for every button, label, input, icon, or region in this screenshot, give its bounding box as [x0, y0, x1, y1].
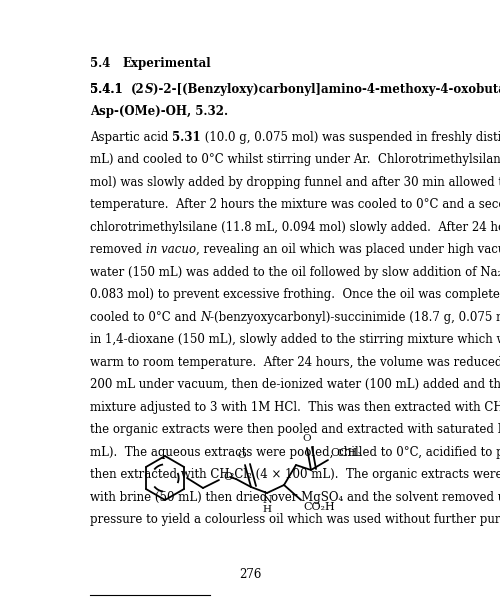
Text: mL) and cooled to 0°C whilst stirring under Ar.  Chlorotrimethylsilane (11.8 mL,: mL) and cooled to 0°C whilst stirring un…	[90, 153, 500, 166]
Text: cooled to 0°C and: cooled to 0°C and	[90, 311, 200, 324]
Text: removed: removed	[90, 243, 146, 256]
Text: O: O	[223, 472, 232, 482]
Text: mL).  The aqueous extracts were pooled, chilled to 0°C, acidified to pH 3 with 1: mL). The aqueous extracts were pooled, c…	[90, 446, 500, 459]
Text: temperature.  After 2 hours the mixture was cooled to 0°C and a second aliquot o: temperature. After 2 hours the mixture w…	[90, 199, 500, 211]
Text: 5.4.1: 5.4.1	[90, 83, 122, 96]
Text: N: N	[200, 311, 210, 324]
Text: pressure to yield a colourless oil which was used without further purification.: pressure to yield a colourless oil which…	[90, 513, 500, 526]
Text: the organic extracts were then pooled and extracted with saturated NaHCO₃ (3 × 1: the organic extracts were then pooled an…	[90, 423, 500, 436]
Text: -(benzyoxycarbonyl)-succinimide (18.7 g, 0.075 mol), pre-dissolved: -(benzyoxycarbonyl)-succinimide (18.7 g,…	[210, 311, 500, 324]
Text: 5.31: 5.31	[172, 131, 201, 144]
Text: in 1,4-dioxane (150 mL), slowly added to the stirring mixture which was then all: in 1,4-dioxane (150 mL), slowly added to…	[90, 333, 500, 346]
Text: 5.4: 5.4	[90, 57, 110, 70]
Text: H: H	[262, 505, 272, 514]
Text: O: O	[302, 434, 312, 443]
Text: Aspartic acid: Aspartic acid	[90, 131, 172, 144]
Text: N: N	[262, 495, 272, 505]
Text: OCH₃: OCH₃	[330, 448, 362, 458]
Text: 0.083 mol) to prevent excessive frothing.  Once the oil was completely in soluti: 0.083 mol) to prevent excessive frothing…	[90, 288, 500, 301]
Text: with brine (50 mL) then dried over MgSO₄ and the solvent removed under reduced: with brine (50 mL) then dried over MgSO₄…	[90, 490, 500, 503]
Text: S: S	[144, 83, 153, 96]
Text: (2: (2	[131, 83, 144, 96]
Text: O: O	[238, 451, 246, 460]
Text: 200 mL under vacuum, then de-ionized water (100 mL) added and the final pH of th: 200 mL under vacuum, then de-ionized wat…	[90, 378, 500, 391]
Text: chlorotrimethylsilane (11.8 mL, 0.094 mol) slowly added.  After 24 hours the sol: chlorotrimethylsilane (11.8 mL, 0.094 mo…	[90, 221, 500, 234]
Text: )-2-[(Benzyloxy)carbonyl]amino-4-methoxy-4-oxobutanoic  acid,  Cbz-L-: )-2-[(Benzyloxy)carbonyl]amino-4-methoxy…	[153, 83, 500, 96]
Text: Asp-(OMe)-OH, 5.32.: Asp-(OMe)-OH, 5.32.	[90, 105, 228, 118]
Text: , revealing an oil which was placed under high vacuum.  De-ionized: , revealing an oil which was placed unde…	[196, 243, 500, 256]
Text: warm to room temperature.  After 24 hours, the volume was reduced to approximate: warm to room temperature. After 24 hours…	[90, 356, 500, 368]
Text: (10.0 g, 0.075 mol) was suspended in freshly distilled MeOH (250: (10.0 g, 0.075 mol) was suspended in fre…	[201, 131, 500, 144]
Text: 5.4.1: 5.4.1	[90, 83, 131, 96]
Text: 276: 276	[239, 568, 261, 582]
Text: in vacuo: in vacuo	[146, 243, 196, 256]
Text: mixture adjusted to 3 with 1M HCl.  This was then extracted with CH₂Cl₂ (3 ×150 : mixture adjusted to 3 with 1M HCl. This …	[90, 401, 500, 414]
Text: water (150 mL) was added to the oil followed by slow addition of Na₂CO₃ (10.23 g: water (150 mL) was added to the oil foll…	[90, 266, 500, 279]
Text: Experimental: Experimental	[122, 57, 210, 70]
Text: then extracted with CH₂Cl₂ (4 × 100 mL).  The organic extracts were pooled, extr: then extracted with CH₂Cl₂ (4 × 100 mL).…	[90, 468, 500, 481]
Text: CO₂H: CO₂H	[303, 502, 335, 512]
Text: mol) was slowly added by dropping funnel and after 30 min allowed to warm to amb: mol) was slowly added by dropping funnel…	[90, 176, 500, 189]
